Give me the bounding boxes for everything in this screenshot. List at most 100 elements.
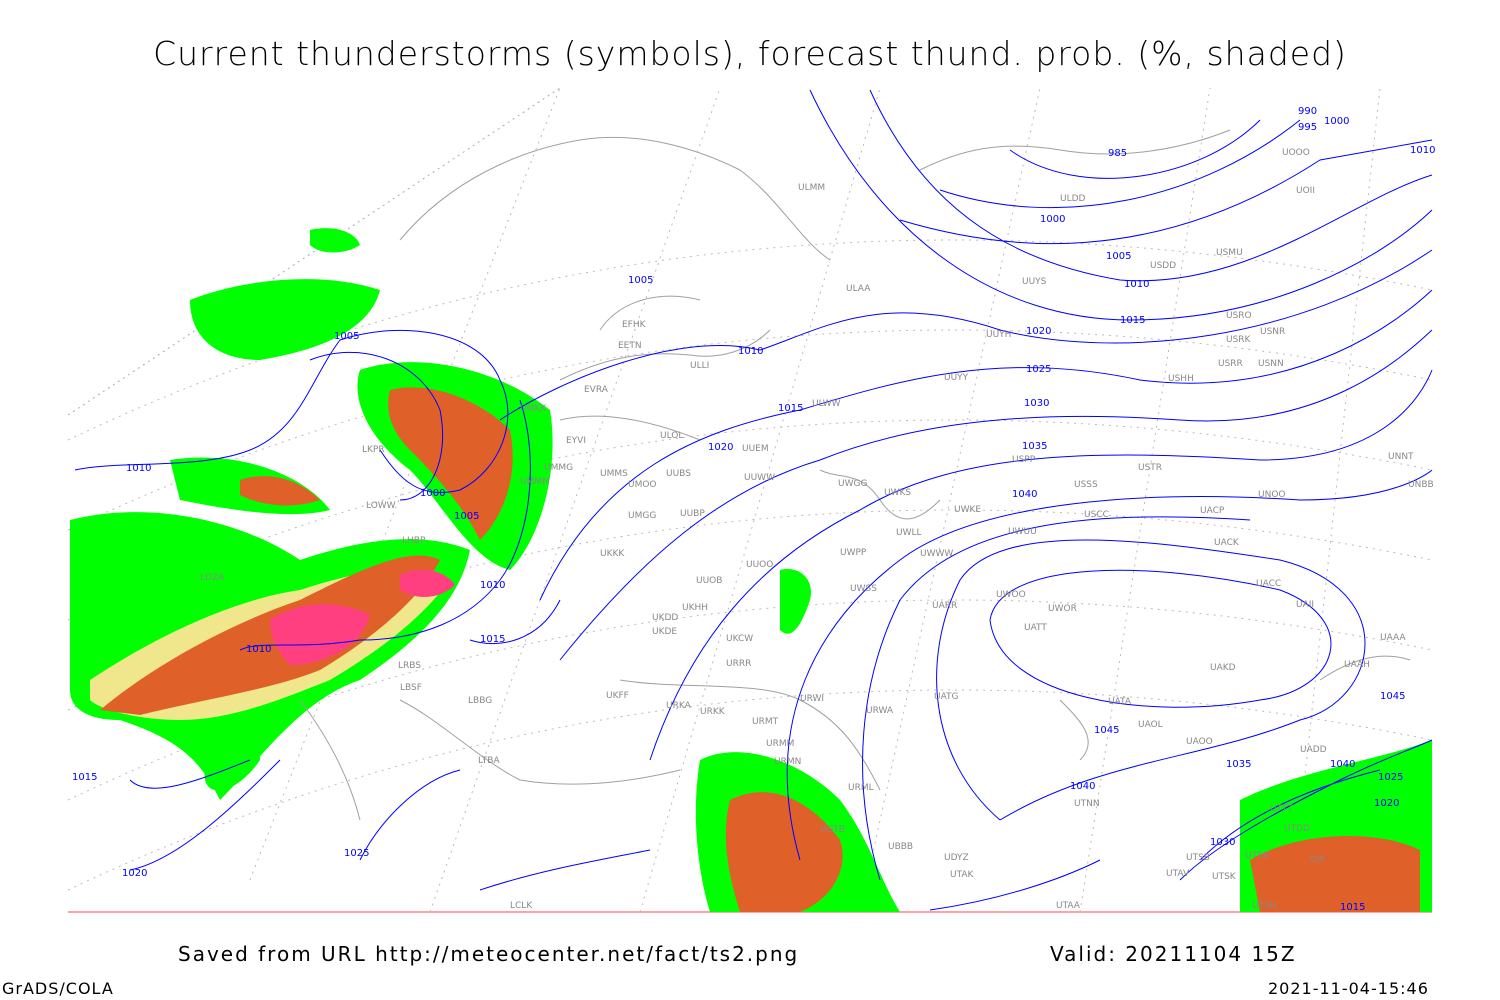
coastline bbox=[819, 469, 941, 520]
isobar-label: 1045 bbox=[1380, 691, 1405, 702]
station-label: UBBB bbox=[888, 842, 913, 852]
station-label: LKPR bbox=[362, 445, 385, 455]
isobar-line bbox=[1009, 119, 1261, 179]
coastline bbox=[399, 699, 681, 785]
station-label: UKCW bbox=[726, 634, 753, 644]
probability-area-prob-high bbox=[1250, 836, 1420, 912]
station-label: EVRA bbox=[584, 385, 609, 395]
station-label: UTSK bbox=[1212, 872, 1237, 882]
isobar-label: 1020 bbox=[122, 868, 147, 879]
station-label: ULLI bbox=[690, 361, 709, 371]
isobar-line bbox=[129, 759, 251, 789]
isobar-label: 1005 bbox=[334, 331, 359, 342]
isobar-label: 1035 bbox=[1022, 441, 1047, 452]
meridian-line bbox=[639, 87, 881, 913]
station-label: USPP bbox=[1012, 455, 1036, 465]
station-label: USRR bbox=[1218, 359, 1243, 369]
station-label: UUBP bbox=[680, 509, 705, 519]
isobar-label: 1000 bbox=[1040, 214, 1065, 225]
station-label: LBSF bbox=[400, 683, 422, 693]
isobar-label: 995 bbox=[1298, 122, 1317, 133]
isobar-line bbox=[469, 599, 561, 645]
probability-area-prob-low bbox=[190, 279, 380, 360]
station-label: UAAA bbox=[1380, 633, 1406, 643]
isobar-label: 1015 bbox=[480, 634, 505, 645]
station-label: UWPP bbox=[840, 548, 867, 558]
isobar-line bbox=[939, 119, 1301, 209]
station-label: UAOL bbox=[1138, 720, 1163, 730]
isobar-label: 985 bbox=[1108, 148, 1127, 159]
station-label: UTNN bbox=[1074, 799, 1100, 809]
probability-area-prob-max bbox=[400, 569, 455, 597]
isobar-line bbox=[869, 89, 1433, 282]
station-label: URMN bbox=[774, 757, 801, 767]
station-label: UUBS bbox=[666, 469, 691, 479]
isobar-label: 1045 bbox=[1094, 725, 1119, 736]
probability-area-prob-high bbox=[725, 792, 843, 912]
station-label: URWA bbox=[866, 706, 894, 716]
station-label: UUEM bbox=[742, 444, 769, 454]
coastlines bbox=[299, 129, 1411, 821]
station-label: LTBA bbox=[478, 756, 500, 766]
lat-lon-grid bbox=[67, 87, 1433, 913]
station-label: LCLK bbox=[510, 901, 533, 911]
station-label: UDYZ bbox=[944, 853, 969, 863]
coastline bbox=[1059, 699, 1089, 761]
station-label: URMT bbox=[752, 717, 779, 727]
station-label: ULOL bbox=[660, 431, 683, 441]
station-label: UMMS bbox=[600, 469, 628, 479]
station-label: USMU bbox=[1216, 248, 1243, 258]
station-label: UTSH bbox=[1252, 901, 1277, 911]
isobar-label: 1010 bbox=[1410, 145, 1435, 156]
station-label: UOII bbox=[1296, 186, 1315, 196]
coastline bbox=[619, 679, 881, 791]
station-label: URKA bbox=[666, 701, 692, 711]
parallel-line bbox=[67, 599, 1433, 801]
station-label: UTAK bbox=[950, 870, 975, 880]
isobar-line bbox=[499, 249, 1433, 421]
probability-area-prob-high bbox=[100, 555, 440, 715]
station-label: UNOO bbox=[1258, 490, 1286, 500]
isobars bbox=[74, 89, 1433, 911]
station-label: UUOB bbox=[696, 576, 722, 586]
station-label: UARR bbox=[932, 601, 957, 611]
isobar-line bbox=[479, 849, 651, 891]
valid-time-text: Valid: 20211104 15Z bbox=[1050, 942, 1297, 966]
station-label: UOOO bbox=[1282, 148, 1310, 158]
station-label: ULDD bbox=[1060, 194, 1086, 204]
probability-area-prob-high bbox=[388, 387, 513, 540]
isobar-label: 1035 bbox=[1226, 759, 1251, 770]
station-label: UKHH bbox=[682, 603, 708, 613]
isobar-label: 1020 bbox=[1026, 326, 1051, 337]
station-label: UWKE bbox=[954, 505, 981, 515]
parallel-line bbox=[67, 329, 1433, 531]
isobar-label: 1020 bbox=[1374, 798, 1399, 809]
station-label: LDZA bbox=[200, 573, 225, 583]
station-label: USTR bbox=[1138, 463, 1162, 473]
isobar-line bbox=[559, 329, 1433, 661]
station-label: UNBB bbox=[1408, 480, 1434, 490]
isobar-label: 1030 bbox=[1210, 837, 1235, 848]
station-label: UACC bbox=[1256, 579, 1281, 589]
station-label: LOWW bbox=[366, 501, 396, 511]
source-url-text: Saved from URL http://meteocenter.net/fa… bbox=[178, 942, 800, 966]
station-label: UUOO bbox=[746, 560, 773, 570]
station-label: URKK bbox=[700, 707, 726, 717]
station-label: UMGG bbox=[628, 511, 656, 521]
isobar-label: 1005 bbox=[1106, 251, 1131, 262]
thunderstorm-probability-shading bbox=[70, 228, 1432, 912]
isobar-label: 1000 bbox=[1324, 116, 1349, 127]
station-label: ULWW bbox=[812, 399, 841, 409]
isobar-line bbox=[649, 369, 1433, 761]
isobar-line bbox=[1179, 739, 1433, 881]
station-label: EFHK bbox=[622, 320, 647, 330]
isobar-line bbox=[936, 539, 1366, 821]
map-title: Current thunderstorms (symbols), forecas… bbox=[153, 34, 1347, 73]
station-label: UTTT bbox=[1270, 804, 1293, 814]
station-label: UWGG bbox=[838, 479, 867, 489]
isobar-labels: 985 990 995 1000 1000 1005 1010 1015 1020 1025 103… bbox=[72, 106, 1435, 913]
isobar-label: 1025 bbox=[1378, 772, 1403, 783]
generation-timestamp: 2021-11-04-15:46 bbox=[1268, 979, 1429, 998]
station-label: UATT bbox=[1024, 623, 1047, 633]
